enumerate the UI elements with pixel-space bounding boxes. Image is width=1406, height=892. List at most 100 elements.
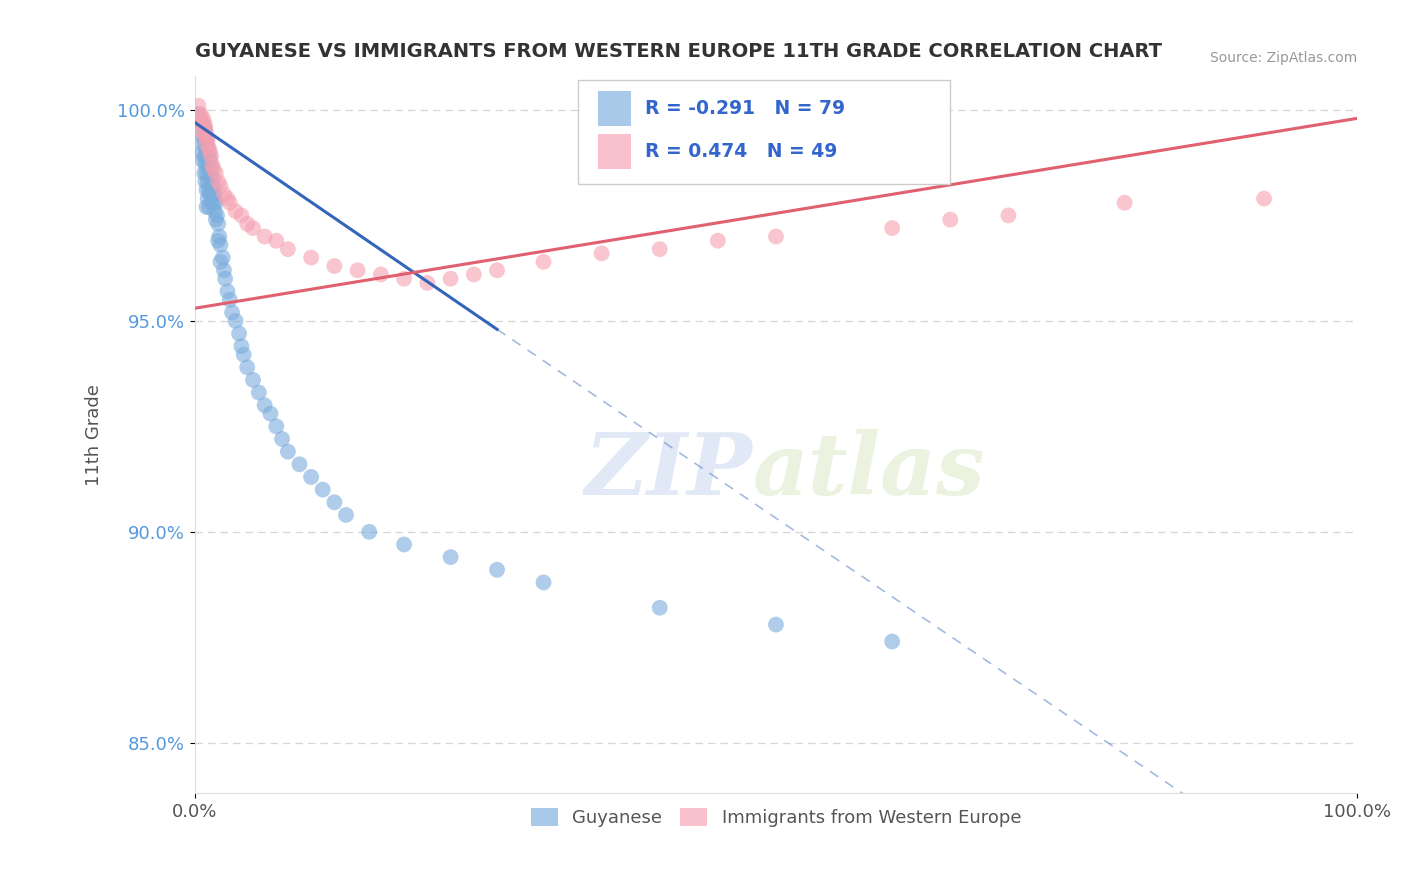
Point [201,158,224,172]
Point [187,107,209,121]
Legend: Guyanese, Immigrants from Western Europe: Guyanese, Immigrants from Western Europe [523,801,1028,835]
Point [765,229,787,244]
Point [194,158,217,172]
Point [209,255,232,269]
Point [271,432,294,446]
Point [195,149,218,163]
Point [209,238,232,252]
Point [197,158,219,172]
Point [346,263,368,277]
Point [218,293,240,307]
Point [335,508,357,522]
Point [359,524,381,539]
Point [997,208,1019,222]
Point [231,339,253,353]
Point [197,175,219,189]
FancyBboxPatch shape [598,135,631,169]
Point [1253,192,1275,206]
Point [288,458,311,472]
Point [707,234,730,248]
Point [299,470,322,484]
Point [882,634,904,648]
Point [205,195,228,210]
Point [533,575,555,590]
Point [198,187,221,202]
Point [200,178,222,193]
Point [214,271,236,285]
Point [190,107,212,121]
Point [882,221,904,235]
Point [277,444,299,458]
Point [193,120,215,134]
Point [221,305,243,319]
Point [198,200,221,214]
Point [217,285,239,299]
Point [195,200,218,214]
Point [190,115,212,129]
Point [202,178,225,193]
Point [197,192,219,206]
Point [648,600,671,615]
Point [193,166,215,180]
Point [439,271,461,285]
Point [198,153,221,168]
Point [463,268,485,282]
Point [193,132,215,146]
Point [392,271,415,285]
Point [191,115,214,129]
Point [198,166,221,180]
Point [486,563,509,577]
Point [205,208,228,222]
Point [202,195,225,210]
Text: R = -0.291   N = 79: R = -0.291 N = 79 [644,99,845,118]
Point [193,128,215,143]
FancyBboxPatch shape [578,79,950,184]
Point [193,115,215,129]
Point [200,149,222,163]
Point [218,195,240,210]
Point [198,141,221,155]
Point [198,170,221,185]
Point [253,398,276,412]
Point [197,132,219,146]
Point [299,251,322,265]
Point [195,128,218,143]
Point [533,255,555,269]
Point [200,195,222,210]
Point [200,161,222,176]
Point [191,120,214,134]
Text: GUYANESE VS IMMIGRANTS FROM WESTERN EUROPE 11TH GRADE CORRELATION CHART: GUYANESE VS IMMIGRANTS FROM WESTERN EURO… [195,42,1161,61]
Point [416,276,439,290]
Point [228,326,250,341]
Point [191,153,214,168]
Point [191,136,214,151]
Point [187,99,209,113]
Point [392,537,415,551]
Point [323,259,346,273]
Point [195,166,218,180]
Point [201,187,224,202]
Point [191,124,214,138]
Text: atlas: atlas [752,429,986,512]
Point [191,145,214,160]
Point [195,183,218,197]
Point [198,149,221,163]
Point [191,120,214,134]
Point [323,495,346,509]
Point [191,112,214,126]
Point [207,175,229,189]
Point [193,149,215,163]
Point [212,263,235,277]
Point [204,187,226,202]
FancyBboxPatch shape [598,91,631,126]
Point [370,268,392,282]
Point [259,407,281,421]
Point [194,175,217,189]
Point [648,242,671,256]
Text: Source: ZipAtlas.com: Source: ZipAtlas.com [1209,52,1357,65]
Point [231,208,253,222]
Point [247,385,270,400]
Point [1114,195,1136,210]
Point [209,178,232,193]
Point [198,183,221,197]
